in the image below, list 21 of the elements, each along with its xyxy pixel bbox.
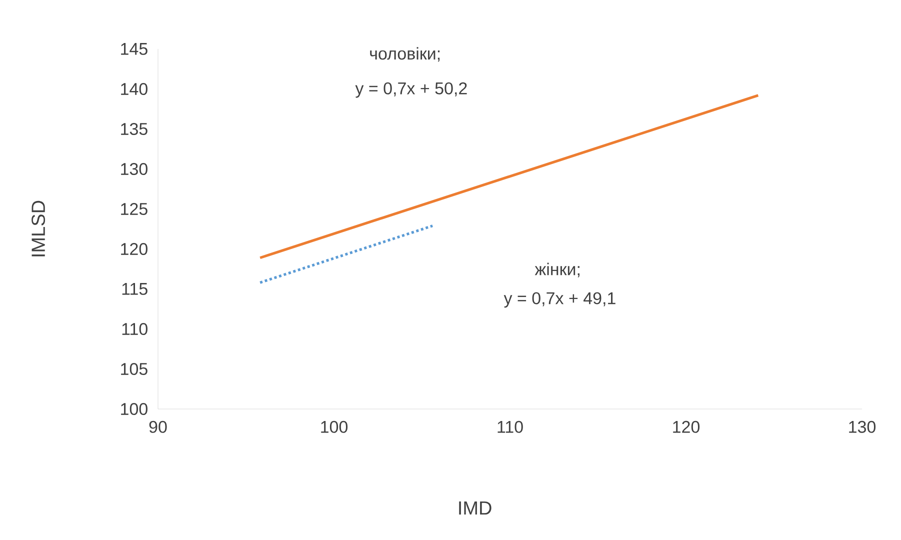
annotation: чоловіки; xyxy=(370,47,440,62)
x-tick-label: 100 xyxy=(321,420,348,433)
y-tick-label: 125 xyxy=(121,202,148,216)
x-tick-label: 110 xyxy=(498,420,523,433)
x-tick-label: 90 xyxy=(149,420,167,433)
y-tick-label: 115 xyxy=(122,283,148,295)
y-tick-label: 130 xyxy=(121,162,148,176)
annotation: y = 0,7x + 49,1 xyxy=(504,292,616,308)
x-axis-title: IMD xyxy=(459,501,492,515)
annotation: y = 0,7x + 50,2 xyxy=(355,82,467,98)
y-tick-label: 105 xyxy=(121,362,148,376)
y-tick-label: 145 xyxy=(121,43,148,55)
x-tick-label: 130 xyxy=(849,420,876,433)
y-tick-label: 120 xyxy=(121,242,148,256)
y-tick-label: 135 xyxy=(121,122,148,136)
y-tick-label: 140 xyxy=(121,82,148,96)
x-tick-label: 120 xyxy=(673,420,700,433)
annotation: жінки; xyxy=(534,262,580,278)
y-tick-label: 110 xyxy=(122,322,148,336)
y-tick-label: 100 xyxy=(121,402,148,416)
y-axis-title: IMLSD xyxy=(32,200,46,256)
